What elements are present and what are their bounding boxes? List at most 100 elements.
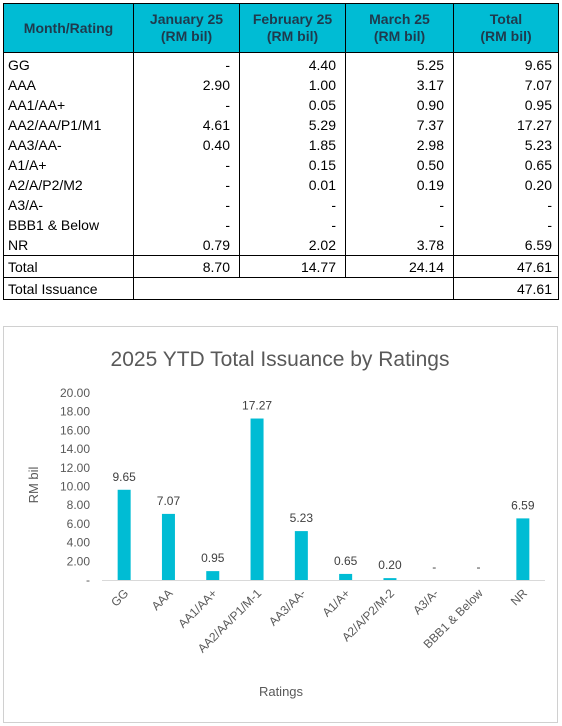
total-cell: 6.59 <box>453 235 559 256</box>
bars-group <box>117 418 530 580</box>
february-cell: 0.15 <box>239 155 346 175</box>
march-cell: 0.50 <box>345 155 454 175</box>
total-total: 47.61 <box>453 255 559 278</box>
y-tick-label: 10.00 <box>60 480 90 494</box>
data-label: 0.65 <box>334 554 358 568</box>
y-tick-label: 2.00 <box>67 554 91 568</box>
y-tick-label: 18.00 <box>60 405 90 419</box>
total-issuance-label: Total Issuance <box>3 277 134 300</box>
total-cell: 0.65 <box>453 155 559 175</box>
category-label: AA1/AA+ <box>175 586 220 631</box>
march-cell: 5.25 <box>345 52 454 75</box>
total-issuance-value: 47.61 <box>453 277 559 300</box>
chart-title: 2025 YTD Total Issuance by Ratings <box>111 348 450 371</box>
bar <box>516 518 530 580</box>
header-february: February 25 (RM bil) <box>239 3 346 53</box>
rating-cell: BBB1 & Below <box>3 215 134 235</box>
february-cell: 2.02 <box>239 235 346 256</box>
header-january: January 25 (RM bil) <box>133 3 240 53</box>
table-row: A3/A- - - - - <box>3 195 559 215</box>
bar <box>250 418 264 580</box>
data-label: 7.07 <box>157 494 181 508</box>
bar <box>117 489 131 580</box>
category-label: A1/A+ <box>320 586 353 619</box>
march-cell: - <box>345 195 454 215</box>
bar-chart: 2025 YTD Total Issuance by Ratings RM bi… <box>26 348 545 699</box>
march-cell: - <box>345 215 454 235</box>
table-row: A2/A/P2/M2 - 0.01 0.19 0.20 <box>3 175 559 195</box>
x-axis-title: Ratings <box>259 684 304 699</box>
data-label: 0.20 <box>378 558 402 572</box>
data-label: - <box>432 560 436 574</box>
march-cell: 0.19 <box>345 175 454 195</box>
table-row: AA2/AA/P1/M1 4.61 5.29 7.37 17.27 <box>3 115 559 135</box>
data-label: 6.59 <box>511 498 535 512</box>
february-cell: 0.01 <box>239 175 346 195</box>
total-march: 24.14 <box>345 255 454 278</box>
total-cell: 9.65 <box>453 52 559 75</box>
rating-cell: GG <box>3 52 134 75</box>
january-cell: - <box>133 95 240 115</box>
rating-cell: A3/A- <box>3 195 134 215</box>
y-tick-label: 6.00 <box>67 517 91 531</box>
bar <box>383 578 397 580</box>
header-rating: Month/Rating <box>3 3 134 53</box>
january-cell: 2.90 <box>133 75 240 95</box>
total-february: 14.77 <box>239 255 346 278</box>
march-cell: 7.37 <box>345 115 454 135</box>
february-cell: 4.40 <box>239 52 346 75</box>
y-tick-label: 4.00 <box>67 536 91 550</box>
y-axis-title: RM bil <box>26 466 41 503</box>
header-total: Total (RM bil) <box>453 3 559 53</box>
table-row: A1/A+ - 0.15 0.50 0.65 <box>3 155 559 175</box>
chart-container: 2025 YTD Total Issuance by Ratings RM bi… <box>3 326 558 723</box>
bar <box>206 571 220 580</box>
march-cell: 2.98 <box>345 135 454 155</box>
january-cell: 4.61 <box>133 115 240 135</box>
january-cell: - <box>133 52 240 75</box>
bar <box>294 531 308 580</box>
total-cell: - <box>453 195 559 215</box>
rating-cell: A2/A/P2/M2 <box>3 175 134 195</box>
table-row: NR 0.79 2.02 3.78 6.59 <box>3 235 559 256</box>
y-tick-label: - <box>86 573 90 587</box>
y-tick-label: 20.00 <box>60 386 90 400</box>
header-march: March 25 (RM bil) <box>345 3 454 53</box>
february-cell: 5.29 <box>239 115 346 135</box>
january-cell: - <box>133 175 240 195</box>
total-january: 8.70 <box>133 255 240 278</box>
total-cell: 7.07 <box>453 75 559 95</box>
table-row: BBB1 & Below - - - - <box>3 215 559 235</box>
table-row: AA1/AA+ - 0.05 0.90 0.95 <box>3 95 559 115</box>
march-cell: 3.78 <box>345 235 454 256</box>
february-cell: 1.85 <box>239 135 346 155</box>
y-axis-ticks: - 2.00 4.00 6.00 8.00 10.00 12.00 14.00 16.00 18.… <box>60 386 90 587</box>
y-tick-label: 12.00 <box>60 461 90 475</box>
category-label: AAA <box>149 586 176 613</box>
table-row: GG - 4.40 5.25 9.65 <box>3 52 559 75</box>
data-label: 9.65 <box>112 470 136 484</box>
february-cell: 0.05 <box>239 95 346 115</box>
total-cell: 0.95 <box>453 95 559 115</box>
rating-cell: AA2/AA/P1/M1 <box>3 115 134 135</box>
total-issuance-blank <box>133 277 454 300</box>
january-cell: 0.79 <box>133 235 240 256</box>
category-label: AA3/AA- <box>266 586 308 628</box>
data-labels-group: 9.65 7.07 0.95 17.27 5.23 0.65 0.20 - - 6.59 <box>112 399 534 574</box>
table-header-row: Month/Rating January 25 (RM bil) February… <box>3 3 559 53</box>
march-cell: 3.17 <box>345 75 454 95</box>
march-cell: 0.90 <box>345 95 454 115</box>
january-cell: - <box>133 215 240 235</box>
total-label: Total <box>3 255 134 278</box>
total-cell: - <box>453 215 559 235</box>
y-tick-label: 16.00 <box>60 423 90 437</box>
january-cell: - <box>133 155 240 175</box>
rating-cell: NR <box>3 235 134 256</box>
bar <box>339 573 353 580</box>
category-labels-group: GG AAA AA1/AA+AA2/AA/P1/M-1 AA3/AA- A1/A+A2/… <box>108 586 530 656</box>
category-label: A3/A- <box>410 586 441 617</box>
category-label: NR <box>508 586 530 608</box>
january-cell: 0.40 <box>133 135 240 155</box>
rating-cell: AA3/AA- <box>3 135 134 155</box>
y-tick-label: 8.00 <box>67 498 91 512</box>
